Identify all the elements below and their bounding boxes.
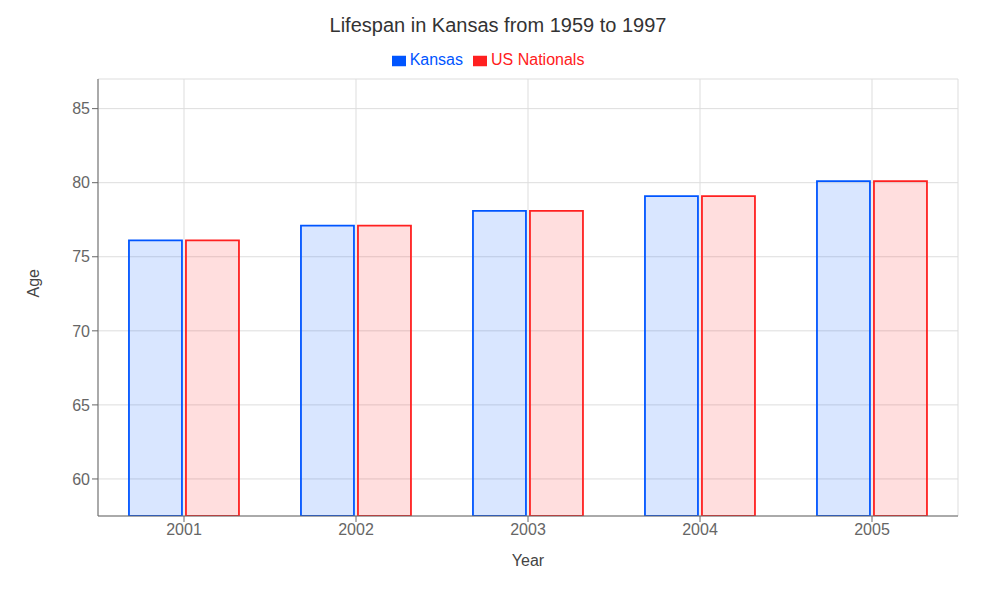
svg-text:80: 80 [72,174,90,191]
svg-text:2002: 2002 [338,521,374,538]
svg-text:2005: 2005 [854,521,890,538]
html-text:US Nationals: US Nationals [491,51,585,68]
svg-text:60: 60 [72,471,90,488]
svg-text:75: 75 [72,248,90,265]
svg-text:2003: 2003 [510,521,546,538]
svg-text:65: 65 [72,397,90,414]
svg-text:Year: Year [512,552,545,569]
svg-text:70: 70 [72,323,90,340]
html-text:Lifespan in Kansas from 1959 t: Lifespan in Kansas from 1959 to 1997 [329,14,667,36]
svg-text:Age: Age [25,269,42,298]
svg-text:2004: 2004 [682,521,718,538]
svg-text:85: 85 [72,100,90,117]
html-text:Kansas: Kansas [409,51,463,68]
svg-text:2001: 2001 [166,521,202,538]
